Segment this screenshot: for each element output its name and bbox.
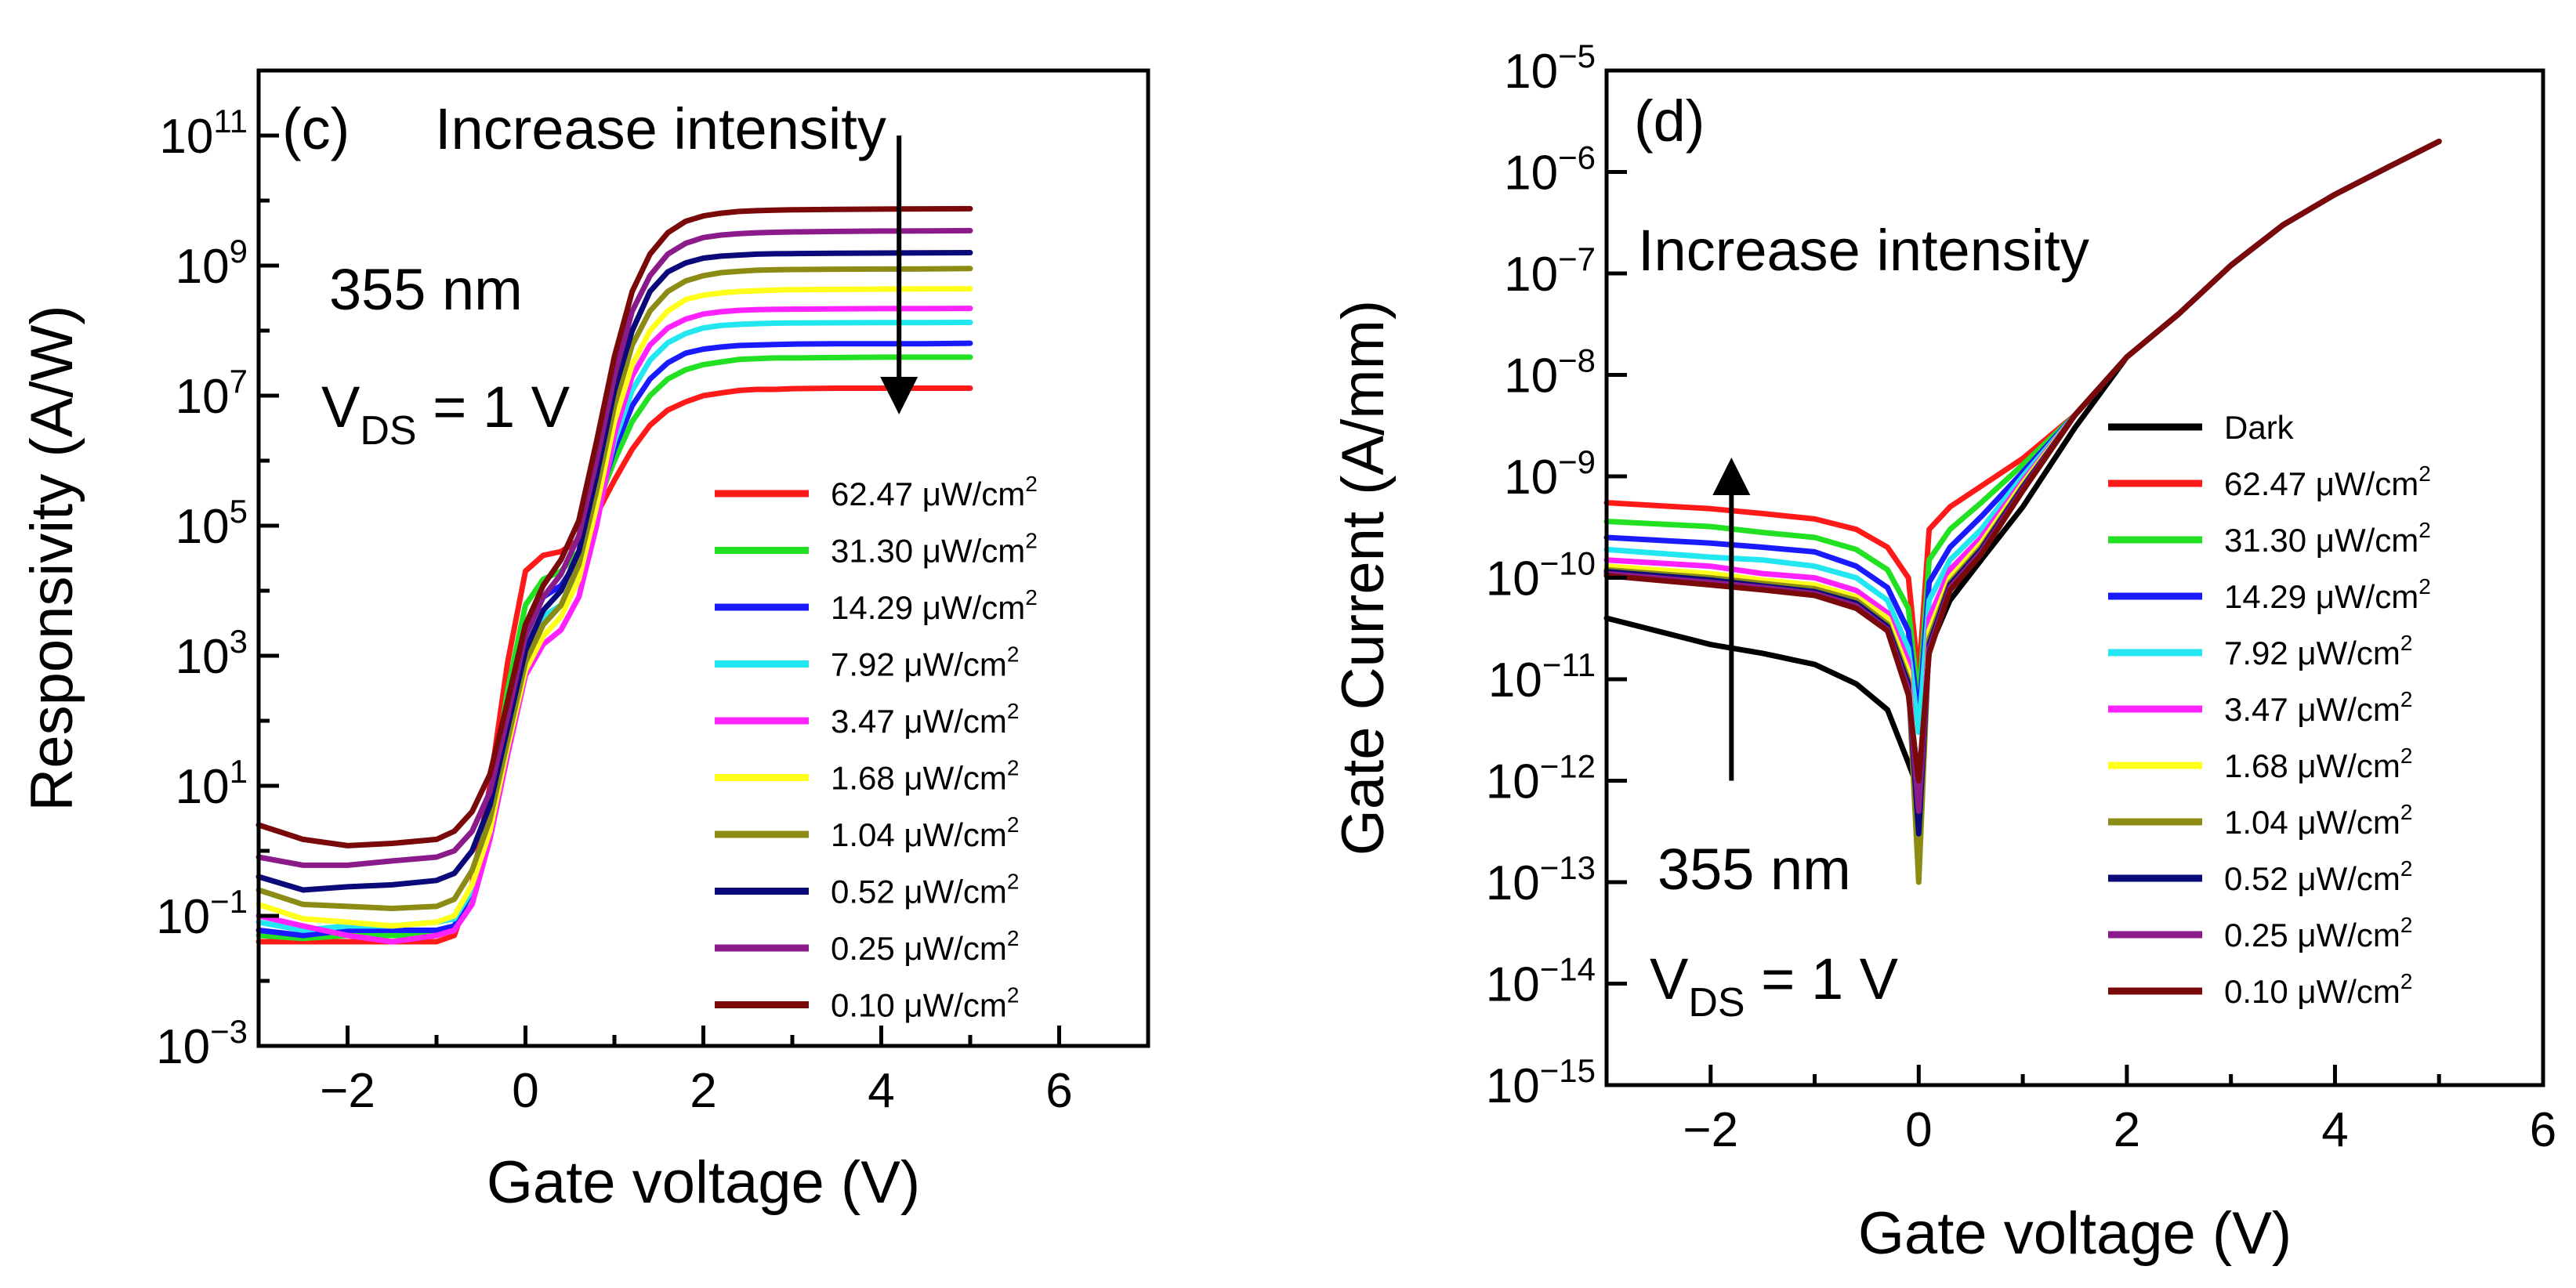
chart1-y-tick-label: 10−8	[1504, 342, 1596, 403]
chart1-legend-entry-Dark: Dark	[2224, 409, 2295, 446]
chart0-wavelength-label: 355 nm	[329, 257, 523, 322]
chart1-y-tick-label: 10−5	[1504, 38, 1596, 99]
chart1-y-tick-label: 10−15	[1486, 1052, 1596, 1113]
chart1-legend-entry-1.68: 1.68 μW/cm2	[2224, 743, 2413, 784]
chart0-y-tick-label: 10−1	[156, 883, 248, 944]
chart0-y-tick-label: 103	[176, 623, 248, 684]
chart0-legend-entry-0.25: 0.25 μW/cm2	[831, 926, 1020, 967]
chart0-series-line-62.47	[255, 385, 973, 945]
chart0-legend-entry-1.68: 1.68 μW/cm2	[831, 756, 1020, 797]
chart0-panel-label: (c)	[282, 96, 350, 161]
chart1-y-tick-label: 10−7	[1504, 241, 1596, 302]
chart0-x-tick-label: 6	[1045, 1064, 1072, 1118]
chart1-y-tick-label: 10−13	[1486, 849, 1596, 910]
chart0-x-tick-label: 0	[512, 1064, 538, 1118]
chart1-y-tick-label: 10−6	[1504, 139, 1596, 201]
chart0-y-tick-label: 101	[176, 753, 248, 814]
chart0-series-line-0.25	[255, 227, 973, 868]
chart0-x-tick-label: 2	[690, 1064, 716, 1118]
chart0-legend-entry-31.30: 31.30 μW/cm2	[831, 529, 1038, 570]
chart1-y-axis-label: Gate Current (A/mm)	[1330, 300, 1397, 856]
chart0-series-line-1.68	[255, 286, 973, 929]
chart0-series-line-0.52	[255, 250, 973, 893]
chart1-legend-entry-14.29: 14.29 μW/cm2	[2224, 574, 2431, 615]
chart1-increase-intensity-label: Increase intensity	[1638, 218, 2089, 283]
chart1-wavelength-label: 355 nm	[1658, 837, 1851, 902]
panel-c-responsivity-chart: −2 0 2 4 6 10−3 10−1 101 103 105 107 109 1011 Gate vo…	[19, 68, 1150, 1216]
chart1-panel-label: (d)	[1634, 89, 1705, 154]
chart0-increase-intensity-label: Increase intensity	[435, 96, 886, 161]
chart1-legend-entry-31.30: 31.30 μW/cm2	[2224, 518, 2431, 559]
chart1-x-tick-label: −2	[1683, 1103, 1738, 1157]
chart1-legend-entry-0.52: 0.52 μW/cm2	[2224, 856, 2413, 897]
chart0-x-tick-label: 4	[868, 1064, 894, 1118]
chart1-y-tick-label: 10−10	[1486, 545, 1596, 606]
chart1-x-tick-label: 4	[2321, 1103, 2348, 1157]
chart0-y-tick-label: 109	[176, 233, 248, 294]
panel-d-gate-current-chart: −2 0 2 4 6 10−15 10−14 10−13 10−12 10−11 10−10 10−9…	[1330, 38, 2556, 1267]
chart1-legend-entry-62.47: 62.47 μW/cm2	[2224, 461, 2431, 502]
chart0-y-tick-label: 107	[176, 363, 248, 424]
chart0-y-tick-label: 105	[176, 493, 248, 554]
chart0-vds-label: VDS = 1 V	[321, 374, 571, 454]
chart1-series-line-0.10	[1603, 139, 2442, 783]
chart0-legend-entry-1.04: 1.04 μW/cm2	[831, 812, 1020, 853]
chart0-legend-entry-14.29: 14.29 μW/cm2	[831, 585, 1038, 626]
chart1-y-tick-label: 10−11	[1488, 646, 1596, 707]
chart0-legend-entry-7.92: 7.92 μW/cm2	[831, 642, 1020, 683]
chart0-y-tick-label: 1011	[159, 103, 248, 164]
chart0-legend-entry-0.52: 0.52 μW/cm2	[831, 870, 1020, 910]
chart0-x-axis-label: Gate voltage (V)	[487, 1149, 920, 1216]
chart1-x-tick-label: 0	[1905, 1103, 1932, 1157]
chart0-legend-entry-62.47: 62.47 μW/cm2	[831, 472, 1038, 512]
chart1-vds-label: VDS = 1 V	[1650, 946, 1899, 1026]
chart1-legend-entry-7.92: 7.92 μW/cm2	[2224, 631, 2413, 671]
chart1-x-tick-label: 6	[2530, 1103, 2556, 1157]
chart1-y-tick-label: 10−9	[1504, 443, 1596, 505]
chart0-y-tick-label: 10−3	[156, 1013, 248, 1074]
chart0-x-tick-label: −2	[320, 1064, 375, 1118]
chart1-x-tick-label: 2	[2114, 1103, 2140, 1157]
chart0-y-axis-label: Responsivity (A/W)	[19, 305, 85, 811]
chart1-legend-entry-0.25: 0.25 μW/cm2	[2224, 913, 2413, 953]
chart1-legend-entry-1.04: 1.04 μW/cm2	[2224, 800, 2413, 841]
chart0-legend-entry-0.10: 0.10 μW/cm2	[831, 983, 1020, 1024]
chart0-legend-entry-3.47: 3.47 μW/cm2	[831, 699, 1020, 740]
chart1-legend-entry-3.47: 3.47 μW/cm2	[2224, 687, 2413, 728]
chart0-series-line-1.04	[255, 266, 973, 911]
chart1-y-tick-label: 10−12	[1486, 748, 1596, 809]
chart1-x-axis-label: Gate voltage (V)	[1858, 1200, 2292, 1267]
chart0-series-line-0.10	[255, 205, 973, 848]
chart1-y-tick-label: 10−14	[1486, 951, 1596, 1012]
chart1-legend-entry-0.10: 0.10 μW/cm2	[2224, 969, 2413, 1010]
